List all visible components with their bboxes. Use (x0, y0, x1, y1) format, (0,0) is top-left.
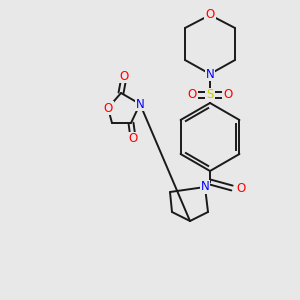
Text: O: O (206, 8, 214, 22)
Text: O: O (128, 133, 138, 146)
Text: N: N (136, 98, 144, 110)
Text: O: O (236, 182, 246, 194)
Text: N: N (206, 68, 214, 80)
Text: O: O (224, 88, 232, 101)
Text: N: N (201, 181, 209, 194)
Text: O: O (103, 101, 112, 115)
Text: O: O (188, 88, 196, 101)
Text: O: O (119, 70, 129, 83)
Text: S: S (206, 88, 214, 101)
